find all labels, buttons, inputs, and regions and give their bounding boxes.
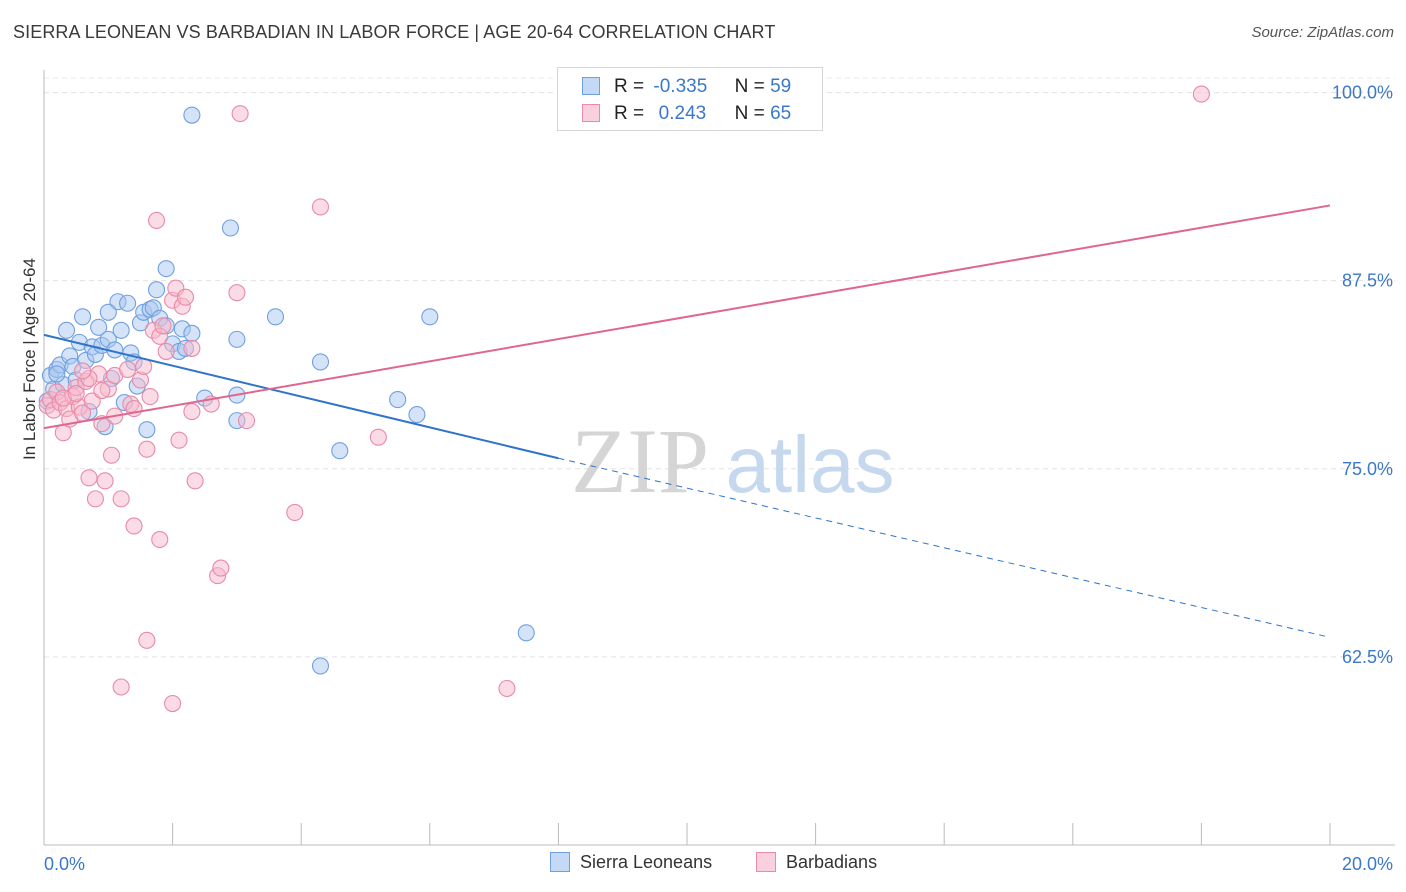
- chart-title: SIERRA LEONEAN VS BARBADIAN IN LABOR FOR…: [13, 22, 776, 42]
- data-point: [86, 490, 104, 508]
- data-point: [112, 678, 130, 696]
- data-point: [138, 631, 156, 649]
- legend-row-sierra-leoneans: R = -0.335 N = 59: [582, 76, 791, 98]
- legend-swatch-pink: [582, 104, 600, 122]
- data-point: [157, 342, 175, 360]
- data-point: [151, 530, 169, 549]
- data-point: [147, 211, 166, 230]
- data-point: [74, 308, 92, 326]
- legend-n-value: 59: [770, 76, 792, 97]
- data-point: [96, 472, 114, 490]
- y-tick-label: 75.0%: [1342, 459, 1393, 479]
- data-point: [67, 384, 85, 403]
- y-tick-label: 100.0%: [1332, 83, 1393, 103]
- data-point: [286, 503, 304, 521]
- legend-n-label: N =: [734, 76, 765, 97]
- data-point: [311, 198, 330, 216]
- x-tick-label: 20.0%: [1342, 854, 1393, 874]
- data-point: [183, 106, 201, 124]
- legend-n-label: N =: [734, 103, 765, 124]
- watermark-zip: ZIP: [571, 410, 709, 512]
- data-point: [119, 360, 137, 379]
- data-point: [57, 321, 76, 339]
- data-point: [170, 431, 188, 449]
- watermark-atlas: atlas: [726, 420, 895, 509]
- data-point: [102, 446, 121, 464]
- data-point: [164, 694, 182, 713]
- bottom-legend-label: Barbadians: [786, 852, 878, 872]
- data-point: [183, 339, 201, 357]
- data-point: [74, 362, 92, 380]
- data-point: [147, 281, 166, 299]
- bottom-legend-swatch-pink: [756, 852, 776, 872]
- data-point: [266, 308, 285, 326]
- bottom-legend-barbadians: Barbadians: [756, 852, 877, 873]
- legend-r-label: R =: [614, 103, 645, 124]
- legend-n-value: 65: [770, 103, 792, 124]
- data-point: [237, 412, 256, 430]
- axes: [43, 70, 1395, 846]
- data-point: [408, 406, 426, 424]
- data-point: [138, 421, 156, 439]
- data-point: [228, 330, 246, 348]
- data-point: [1192, 85, 1210, 103]
- bottom-legend-swatch-blue: [550, 852, 570, 872]
- data-point: [311, 353, 330, 371]
- data-point: [80, 469, 98, 487]
- data-point: [311, 657, 330, 675]
- legend-row-barbadians: R = 0.243 N = 65: [582, 103, 791, 125]
- data-point: [90, 318, 108, 336]
- tick-labels: 100.0% 87.5% 75.0% 62.5% 0.0% 20.0%: [44, 83, 1393, 874]
- trend-line-barbadians: [43, 204, 1331, 430]
- data-point: [517, 624, 535, 642]
- data-point: [157, 260, 175, 278]
- data-point: [154, 317, 172, 335]
- data-point: [389, 391, 407, 409]
- data-point: [112, 321, 130, 339]
- data-point: [125, 517, 143, 535]
- bottom-legend-label: Sierra Leoneans: [580, 852, 713, 872]
- trend-line-sierra-leoneans: [43, 333, 559, 460]
- data-point: [231, 105, 249, 123]
- x-tick-label: 0.0%: [44, 854, 85, 874]
- data-point: [141, 388, 159, 406]
- stats-legend: R = -0.335 N = 59 R = 0.243 N = 65: [557, 67, 823, 131]
- legend-r-value: 0.243: [653, 103, 707, 124]
- data-point: [99, 303, 117, 321]
- data-point: [212, 559, 230, 577]
- legend-r-label: R =: [614, 76, 645, 97]
- trend-line-sierra-leoneans-extrapolated: [558, 457, 1331, 638]
- grid-lines: [44, 77, 1395, 658]
- data-point: [138, 440, 156, 458]
- data-point: [421, 308, 439, 326]
- data-point: [112, 490, 130, 508]
- data-point: [498, 679, 516, 698]
- legend-r-value: -0.335: [653, 76, 708, 97]
- data-point: [48, 365, 66, 383]
- data-point: [93, 381, 111, 400]
- data-point: [221, 219, 240, 237]
- data-point: [186, 472, 204, 490]
- data-point: [183, 324, 201, 342]
- watermark: ZIP atlas: [571, 410, 894, 512]
- bottom-legend-sierra-leoneans: Sierra Leoneans: [550, 852, 712, 873]
- data-point: [331, 442, 349, 460]
- data-point: [183, 403, 201, 421]
- y-tick-label: 87.5%: [1342, 271, 1393, 291]
- data-point: [176, 288, 195, 306]
- trend-lines: [43, 204, 1331, 638]
- data-point: [83, 392, 101, 410]
- legend-swatch-blue: [582, 77, 600, 95]
- barbadians-points: [38, 85, 1210, 713]
- data-point: [369, 428, 387, 446]
- source-credit: Source: ZipAtlas.com: [1251, 24, 1394, 41]
- data-point: [119, 294, 137, 312]
- data-point: [228, 284, 246, 302]
- y-axis-label: In Labor Force | Age 20-64: [20, 258, 39, 460]
- y-tick-label: 62.5%: [1342, 647, 1393, 667]
